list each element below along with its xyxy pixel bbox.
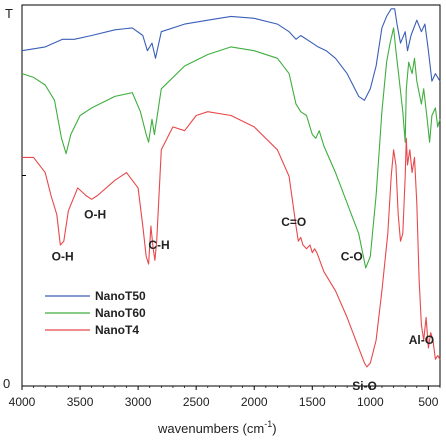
series-layer — [21, 8, 441, 368]
x-axis-label-sup: -1 — [264, 419, 272, 429]
peak-annotation: C=O — [281, 215, 306, 229]
x-axis-label: wavenumbers (cm-1) — [157, 419, 277, 436]
x-axis-label-main: wavenumbers (cm — [157, 421, 264, 436]
x-ticks: 4000 3500 3000 2500 2000 1500 1000 500 — [9, 386, 441, 409]
legend-label: NanoT50 — [95, 289, 146, 303]
x-tick-label: 4000 — [9, 395, 36, 409]
peak-annotation: O-H — [52, 249, 74, 263]
legend: NanoT50 NanoT60 NanoT4 — [45, 289, 146, 337]
x-tick-label: 3500 — [67, 395, 94, 409]
x-tick-label: 1000 — [357, 395, 384, 409]
peak-annotation: C-O — [341, 249, 363, 263]
peak-annotation: O-H — [84, 207, 106, 221]
x-tick-label: 2000 — [241, 395, 268, 409]
x-axis-label-close: ) — [272, 421, 276, 436]
x-tick-label: 2500 — [183, 395, 210, 409]
series-line-nanot4 — [22, 111, 441, 368]
peak-annotation: Si-O — [352, 379, 377, 393]
annotations: O-H O-H C-H C=O C-O Si-O Al-O — [52, 207, 434, 392]
peak-annotation: Al-O — [409, 333, 434, 347]
x-tick-label: 3000 — [125, 395, 152, 409]
y-axis-top-label: T — [5, 6, 13, 21]
x-tick-label: 500 — [418, 395, 438, 409]
y-axis-bottom-label: 0 — [3, 376, 10, 391]
series-line-nanot60 — [21, 27, 441, 269]
series-line-nanot50 — [21, 8, 441, 101]
peak-annotation: C-H — [148, 238, 169, 252]
legend-label: NanoT4 — [95, 323, 139, 337]
x-tick-label: 1500 — [299, 395, 326, 409]
legend-label: NanoT60 — [95, 306, 146, 320]
